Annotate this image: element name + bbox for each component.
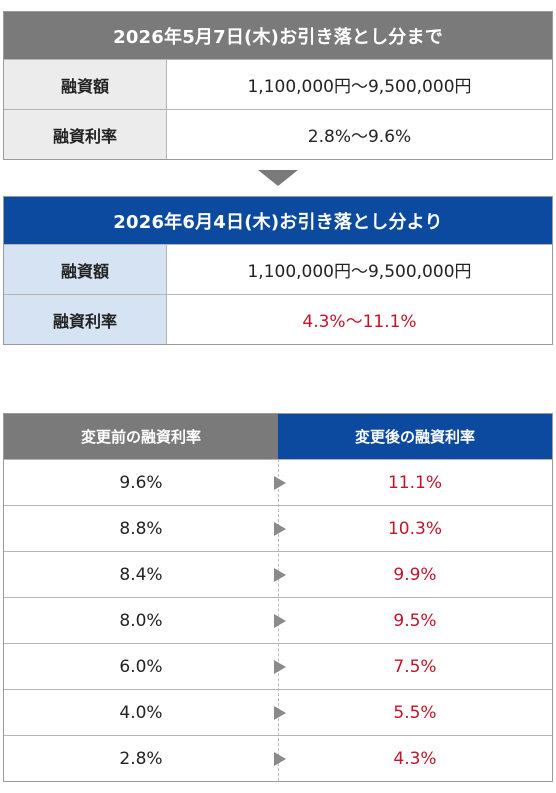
new-loan-rate-row: 融資利率 4.3%〜11.1% <box>4 294 552 344</box>
before-rate-cell: 4.0% <box>119 702 163 723</box>
right-triangle-icon <box>274 752 286 766</box>
comparison-row: 9.6% 11.1% <box>4 459 552 505</box>
after-rate-cell: 10.3% <box>387 518 442 539</box>
comparison-row: 8.0% 9.5% <box>4 597 552 643</box>
after-rate-cell: 9.5% <box>393 610 437 631</box>
right-triangle-icon <box>274 522 286 536</box>
right-triangle-icon <box>274 568 286 582</box>
right-triangle-icon <box>274 706 286 720</box>
current-loan-amount-label: 融資額 <box>4 60 167 109</box>
current-loan-amount-row: 融資額 1,100,000円〜9,500,000円 <box>4 59 552 109</box>
before-rate-cell: 9.6% <box>119 472 163 493</box>
before-rate-cell: 6.0% <box>119 656 163 677</box>
comparison-header-row: 変更前の融資利率 変更後の融資利率 <box>4 414 552 459</box>
after-rate-header: 変更後の融資利率 <box>278 414 552 459</box>
before-rate-cell: 2.8% <box>119 748 163 769</box>
new-terms-heading: 2026年6月4日(木)お引き落とし分より <box>4 197 552 244</box>
new-loan-amount-row: 融資額 1,100,000円〜9,500,000円 <box>4 244 552 294</box>
comparison-row: 8.4% 9.9% <box>4 551 552 597</box>
comparison-row: 2.8% 4.3% <box>4 735 552 781</box>
before-rate-cell: 8.0% <box>119 610 163 631</box>
current-loan-rate-label: 融資利率 <box>4 110 167 159</box>
comparison-row: 4.0% 5.5% <box>4 689 552 735</box>
after-rate-cell: 7.5% <box>393 656 437 677</box>
new-loan-rate-value: 4.3%〜11.1% <box>302 312 417 332</box>
current-loan-rate-value: 2.8%〜9.6% <box>307 127 412 147</box>
comparison-rows: 9.6% 11.1% 8.8% 10.3% 8.4% 9.9% 8.0% 9.5% 6.0% 7.… <box>4 459 552 781</box>
down-triangle-icon <box>258 170 298 186</box>
comparison-row: 6.0% 7.5% <box>4 643 552 689</box>
after-rate-cell: 5.5% <box>393 702 437 723</box>
after-rate-cell: 11.1% <box>387 472 442 493</box>
before-rate-header: 変更前の融資利率 <box>4 414 278 459</box>
new-terms-box: 2026年6月4日(木)お引き落とし分より 融資額 1,100,000円〜9,5… <box>3 196 553 345</box>
after-rate-cell: 9.9% <box>393 564 437 585</box>
current-loan-rate-row: 融資利率 2.8%〜9.6% <box>4 109 552 159</box>
new-loan-amount-value: 1,100,000円〜9,500,000円 <box>247 262 472 282</box>
before-rate-cell: 8.8% <box>119 518 163 539</box>
current-loan-amount-value: 1,100,000円〜9,500,000円 <box>247 77 472 97</box>
right-triangle-icon <box>274 660 286 674</box>
current-terms-box: 2026年5月7日(木)お引き落とし分まで 融資額 1,100,000円〜9,5… <box>3 11 553 160</box>
new-loan-amount-label: 融資額 <box>4 245 167 294</box>
current-terms-heading: 2026年5月7日(木)お引き落とし分まで <box>4 12 552 59</box>
comparison-row: 8.8% 10.3% <box>4 505 552 551</box>
new-loan-rate-label: 融資利率 <box>4 295 167 344</box>
right-triangle-icon <box>274 476 286 490</box>
right-triangle-icon <box>274 614 286 628</box>
after-rate-cell: 4.3% <box>393 748 437 769</box>
rate-comparison-table: 変更前の融資利率 変更後の融資利率 9.6% 11.1% 8.8% 10.3% 8.4%… <box>3 413 553 782</box>
before-rate-cell: 8.4% <box>119 564 163 585</box>
